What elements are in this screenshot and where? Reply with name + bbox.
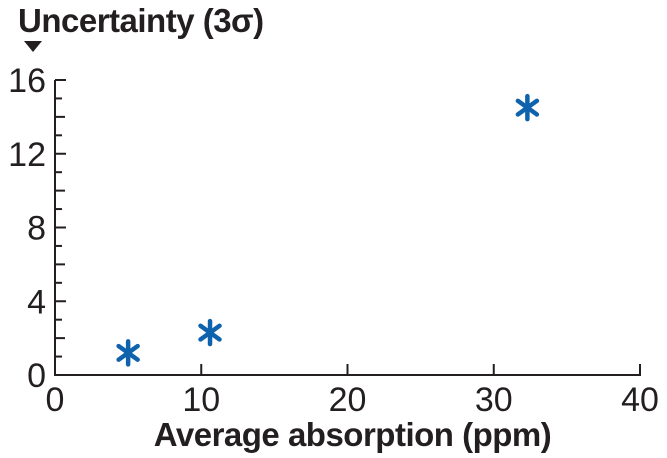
asterisk-arm	[515, 98, 540, 117]
axes-frame	[54, 80, 641, 376]
data-point-asterisk	[116, 339, 140, 367]
chart-title: Uncertainty (3σ)	[18, 2, 264, 39]
y-tick-label: 0	[27, 357, 46, 395]
y-tick-label: 16	[8, 62, 46, 100]
y-tick-label: 4	[27, 283, 46, 321]
asterisk-arm	[198, 323, 222, 342]
y-tick-label: 12	[8, 136, 46, 174]
x-tick-label: 20	[329, 381, 367, 419]
x-tick-label: 40	[621, 381, 659, 419]
x-axis-label: Average absorption (ppm)	[153, 416, 552, 453]
data-point-asterisk	[198, 318, 222, 347]
y-tick-label: 8	[27, 210, 46, 248]
axis-pointer-down-triangle-icon	[24, 41, 42, 52]
x-tick-label: 30	[475, 381, 513, 419]
x-tick-label: 0	[46, 381, 65, 419]
x-tick-label: 10	[182, 381, 220, 419]
asterisk-arm	[116, 343, 140, 362]
data-point-asterisk	[515, 93, 540, 122]
